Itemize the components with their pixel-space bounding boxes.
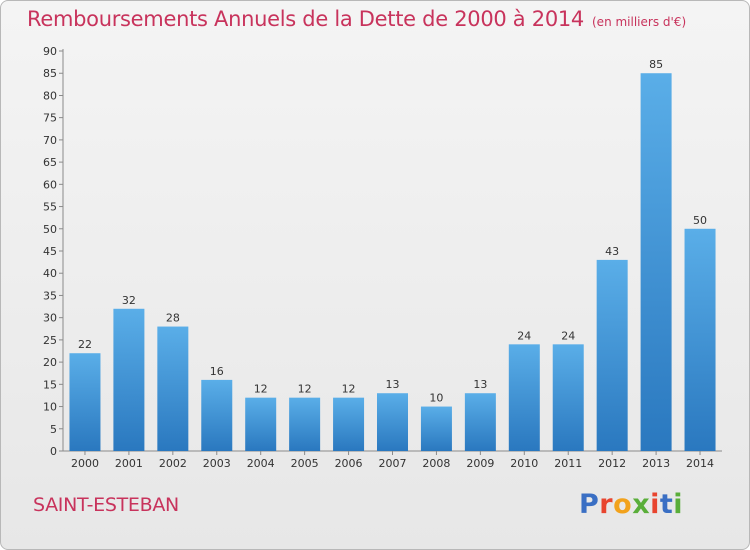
y-tick-label: 30: [43, 312, 57, 325]
value-label-2006: 12: [342, 383, 356, 396]
bar-2007: [377, 393, 408, 451]
x-tick-label-2012: 2012: [598, 457, 626, 470]
bar-2013: [640, 73, 672, 451]
value-label-2011: 24: [561, 329, 575, 342]
x-tick-label-2001: 2001: [115, 457, 143, 470]
y-tick-label: 80: [43, 89, 57, 102]
bar-chart: 0 5 10 15 20 25 30 35 40 45 50 55 60 65 70 75 80 85 90 2000…: [43, 45, 722, 470]
x-tick-label-2007: 2007: [379, 457, 407, 470]
x-tick-label-2014: 2014: [686, 457, 714, 470]
bar-2004: [245, 397, 277, 451]
y-tick-label: 20: [43, 356, 57, 369]
bar-2005: [289, 397, 321, 451]
y-tick-label: 65: [43, 156, 57, 169]
y-tick-label: 90: [43, 45, 57, 58]
bar-2006: [333, 397, 365, 451]
bar-2011: [552, 344, 584, 451]
y-tick-label: 60: [43, 178, 57, 191]
x-tick-label-2000: 2000: [71, 457, 99, 470]
value-label-2003: 16: [210, 365, 224, 378]
x-tick-label-2009: 2009: [466, 457, 494, 470]
y-tick-label: 45: [43, 245, 57, 258]
value-label-2001: 32: [122, 294, 136, 307]
x-tick-label-2004: 2004: [247, 457, 275, 470]
value-label-2005: 12: [298, 383, 312, 396]
commune-name: SAINT-ESTEBAN: [33, 494, 179, 516]
logo-letter: i: [673, 489, 684, 520]
y-tick-label: 75: [43, 112, 57, 125]
chart-title-main: Remboursements Annuels de la Dette de 20…: [27, 7, 584, 31]
logo-letter: i: [650, 489, 660, 520]
y-tick-label: 5: [50, 423, 57, 436]
bar-2009: [464, 393, 496, 451]
chart-labels: 22 32 28 16 12 12 12 13 10 13 24 24 43 85 50: [78, 58, 707, 404]
bar-2003: [201, 379, 233, 451]
value-label-2002: 28: [166, 312, 180, 325]
y-tick-label: 50: [43, 223, 57, 236]
y-tick-label: 40: [43, 267, 57, 280]
value-label-2012: 43: [605, 245, 619, 258]
y-tick-label: 25: [43, 334, 57, 347]
y-tick-label: 35: [43, 289, 57, 302]
x-tick-label-2011: 2011: [554, 457, 582, 470]
y-tick-label: 55: [43, 201, 57, 214]
x-tick-label-2002: 2002: [159, 457, 187, 470]
chart-title: Remboursements Annuels de la Dette de 20…: [27, 7, 686, 31]
bar-2002: [157, 326, 189, 451]
y-tick-label: 70: [43, 134, 57, 147]
bar-2014: [684, 228, 716, 451]
logo-letter: r: [599, 489, 614, 520]
x-tick-label-2003: 2003: [203, 457, 231, 470]
x-tick-label-2006: 2006: [335, 457, 363, 470]
value-label-2004: 12: [254, 383, 268, 396]
chart-axes: 0 5 10 15 20 25 30 35 40 45 50 55 60 65 70 75 80 85 90 2000…: [43, 45, 722, 470]
logo-letter: P: [579, 489, 600, 520]
x-tick-label-2010: 2010: [510, 457, 538, 470]
bar-2001: [113, 308, 145, 451]
bar-2000: [69, 353, 101, 451]
y-tick-label: 85: [43, 67, 57, 80]
value-label-2008: 10: [429, 392, 443, 405]
chart-bars: [69, 73, 716, 451]
bar-2010: [508, 344, 540, 451]
value-label-2010: 24: [517, 329, 531, 342]
chart-unit-label: (en milliers d'€): [592, 15, 687, 29]
bar-2008: [420, 406, 452, 451]
y-tick-label: 10: [43, 401, 57, 414]
logo-letter: x: [632, 489, 651, 520]
x-tick-label-2013: 2013: [642, 457, 670, 470]
y-tick-label: 0: [50, 445, 57, 458]
logo-letter: o: [613, 489, 633, 520]
value-label-2009: 13: [473, 378, 487, 391]
value-label-2014: 50: [693, 214, 707, 227]
value-label-2007: 13: [386, 378, 400, 391]
bar-2012: [596, 259, 628, 451]
x-tick-label-2008: 2008: [422, 457, 450, 470]
proxiti-logo: Proxiti: [579, 489, 683, 520]
y-tick-label: 15: [43, 378, 57, 391]
value-label-2013: 85: [649, 58, 663, 71]
x-tick-label-2005: 2005: [291, 457, 319, 470]
logo-letter: t: [659, 489, 674, 520]
value-label-2000: 22: [78, 338, 92, 351]
